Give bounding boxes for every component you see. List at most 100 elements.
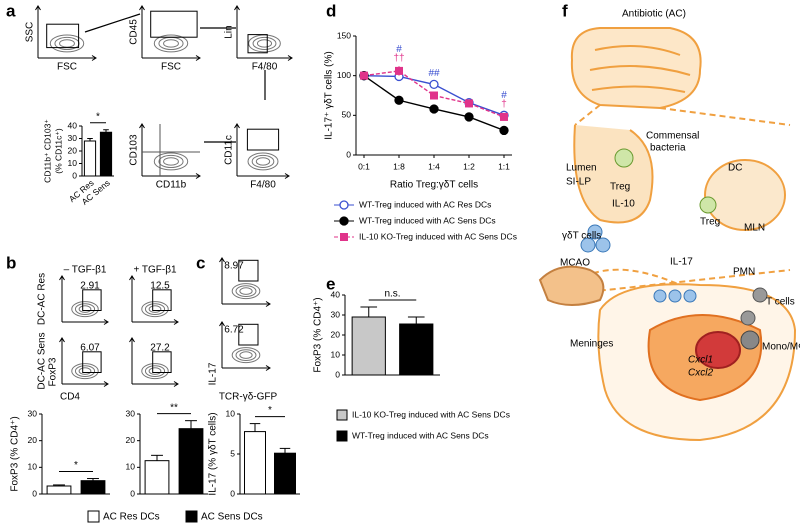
diagram-label: IL-10 <box>612 199 635 210</box>
flow-arrow <box>139 123 201 179</box>
cells <box>580 148 768 350</box>
flow-axis-label: CD11b <box>156 180 187 191</box>
panel-label: b <box>6 253 16 272</box>
legend-label: WT-Treg induced with AC Res DCs <box>359 199 491 209</box>
flow-axis-label: CD103 <box>129 134 140 166</box>
flow-contour <box>158 154 184 169</box>
diagram-label: Antibiotic (AC) <box>622 9 686 20</box>
x-tick-label: 1:8 <box>393 161 405 171</box>
mouse-brain <box>538 265 605 306</box>
y-tick-label: 0 <box>346 149 351 159</box>
marker <box>500 112 508 121</box>
flow-contour <box>78 367 92 375</box>
flow-contour <box>144 303 166 316</box>
y-tick-label: 30 <box>28 408 38 418</box>
flow-contour <box>74 365 96 378</box>
marker <box>340 233 348 241</box>
y-axis-label: IL-17⁺ γδT cells (%) <box>324 51 335 139</box>
mono <box>740 330 760 350</box>
flow-contour <box>153 34 189 53</box>
flow-axis-label: CD45 <box>129 19 140 45</box>
y-tick-label: 10 <box>126 462 136 472</box>
row-label: DC-AC Sens <box>37 332 48 389</box>
gd-t-cell <box>580 237 596 253</box>
y-tick-label: 10 <box>226 408 236 418</box>
panel-label: f <box>562 1 568 20</box>
panel-label: d <box>326 1 336 20</box>
gd-t-cell <box>595 237 611 253</box>
diagram-label: Lumen <box>566 163 597 174</box>
flow-axis-label: CD11c <box>224 135 235 165</box>
flow-contour <box>256 39 273 48</box>
flow-axis-label: F4/80 <box>250 180 276 191</box>
flow-gate <box>82 289 102 311</box>
gate-value: 6.07 <box>80 343 100 354</box>
intestine <box>570 27 702 110</box>
diagram-label: Meninges <box>570 339 613 350</box>
t-cell <box>740 310 756 326</box>
marker <box>465 99 473 108</box>
flow-contour <box>153 152 189 171</box>
flow-contour <box>247 152 279 171</box>
significance-label: * <box>96 111 100 122</box>
flow-contour <box>144 365 166 378</box>
x-tick-label: 1:4 <box>428 161 440 171</box>
gate-value: 2.91 <box>80 281 100 292</box>
flow-axis-label: IL-17 <box>208 362 219 385</box>
zoom-lines <box>574 104 791 126</box>
gate-value: 6.72 <box>224 325 244 336</box>
marker <box>394 95 404 105</box>
bar <box>83 140 97 177</box>
flow-contour <box>78 305 92 313</box>
marker <box>395 66 403 75</box>
flow-contour <box>239 351 253 359</box>
flow-axis-label: F4/80 <box>252 62 278 73</box>
legend-swatch <box>336 409 348 421</box>
legend-swatch <box>185 510 198 523</box>
y-axis-label: FoxP3 (% CD4⁺) <box>10 416 21 491</box>
significance-label: * <box>74 460 78 471</box>
flow-contour <box>141 301 169 318</box>
flow-gate <box>150 10 198 38</box>
flow-gate <box>246 128 280 151</box>
y-tick-label: 20 <box>28 435 38 445</box>
y-axis-label: CD11b⁺ CD103⁺ <box>42 119 52 183</box>
bar <box>399 323 434 376</box>
marker <box>429 79 439 90</box>
y-tick-label: 150 <box>337 30 351 40</box>
flow-contour <box>252 36 277 51</box>
flow-axis-label: FSC <box>57 62 77 73</box>
marker <box>499 125 509 136</box>
flow-gate <box>238 259 259 282</box>
x-tick-label: 0:1 <box>358 161 370 171</box>
x-axis-label: Ratio Treg:γδT cells <box>390 180 478 191</box>
flow-arrow <box>35 5 97 61</box>
y-tick-label: 10 <box>68 158 78 168</box>
gate-value: 8.97 <box>224 261 244 272</box>
flow-gate <box>247 34 268 54</box>
flow-contour <box>71 363 99 380</box>
marker <box>360 71 368 80</box>
diagram-label: IL-17 <box>670 257 693 268</box>
intestine-loops <box>589 45 691 93</box>
flow-contour <box>255 157 271 166</box>
flow-contour <box>141 363 169 380</box>
flow-arrow <box>59 275 109 325</box>
y-tick-label: 50 <box>342 110 352 120</box>
flow-arrow <box>219 257 271 307</box>
y-tick-label: 0 <box>230 488 235 498</box>
diagram-label: bacteria <box>650 143 686 154</box>
y-axis-label: (% CD11c⁺) <box>53 128 63 174</box>
significance-label: * <box>268 405 272 416</box>
flow-contour <box>158 36 184 51</box>
y-tick-label: 40 <box>331 289 341 299</box>
flow-contour <box>148 367 162 375</box>
flow-axis-label: Lin <box>224 25 235 38</box>
flow-contour <box>163 157 179 166</box>
y-tick-label: 0 <box>130 488 135 498</box>
y-tick-label: 20 <box>331 329 341 339</box>
y-tick-label: 40 <box>68 120 78 130</box>
diagram-label: γδT cells <box>562 231 601 242</box>
panel-label: c <box>196 253 205 272</box>
